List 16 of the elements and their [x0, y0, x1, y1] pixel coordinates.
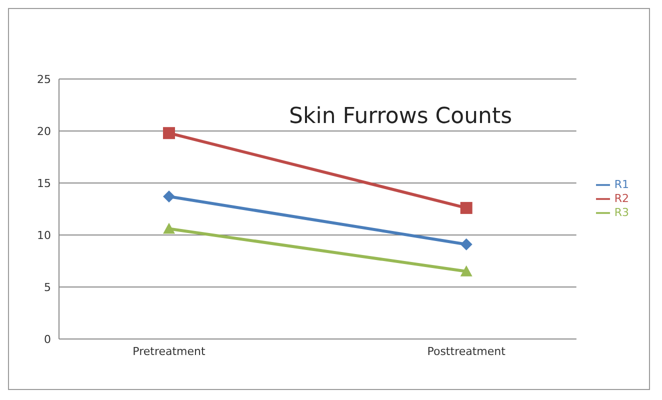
- legend-label: R3: [614, 206, 629, 220]
- text: Skin Furrows Counts: [289, 104, 512, 129]
- legend-label: R1: [614, 178, 629, 192]
- x-tick-label: Pretreatment: [132, 344, 206, 358]
- point: [460, 238, 472, 250]
- y-tick-label: 5: [44, 280, 51, 294]
- legend-label: R2: [614, 192, 629, 206]
- point: [163, 190, 175, 203]
- y-tick-label: 25: [37, 72, 51, 86]
- x-tick-label: Posttreatment: [427, 344, 506, 358]
- point: [163, 127, 175, 140]
- point: [460, 202, 472, 214]
- y-tick-label: 15: [37, 176, 51, 190]
- y-tick-label: 20: [37, 124, 51, 138]
- y-tick-label: 0: [44, 332, 51, 346]
- y-tick-label: 10: [37, 228, 51, 242]
